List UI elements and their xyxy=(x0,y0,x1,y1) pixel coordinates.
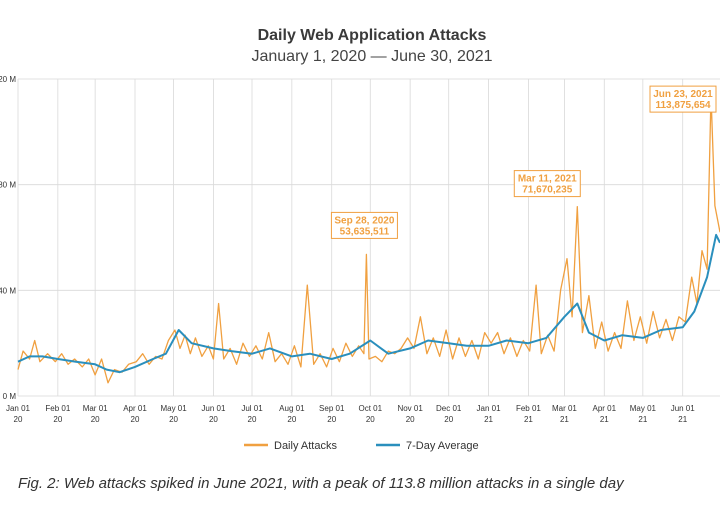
series-line-7-day-average xyxy=(17,233,720,374)
x-tick-year: 21 xyxy=(524,415,533,424)
y-axis: 0 M 40 M 80 M 120 M xyxy=(0,75,16,401)
x-tick-label: Apr 01 xyxy=(592,404,616,413)
x-tick-year: 21 xyxy=(560,415,569,424)
legend-label-average: 7-Day Average xyxy=(406,440,479,452)
chart-subtitle: January 1, 2020 — June 30, 2021 xyxy=(251,48,492,65)
x-tick-year: 20 xyxy=(287,415,296,424)
x-tick-year: 20 xyxy=(444,415,453,424)
y-tick-label: 120 M xyxy=(0,75,16,84)
x-tick-label: Dec 01 xyxy=(436,404,462,413)
x-tick-label: Apr 01 xyxy=(123,404,147,413)
chart: Daily Web Application Attacks January 1,… xyxy=(0,27,720,452)
x-tick-label: Feb 01 xyxy=(516,404,541,413)
figure-caption: Fig. 2: Web attacks spiked in June 2021,… xyxy=(18,475,624,492)
x-axis: Jan 01 20 Feb 01 20 Mar 01 20 Apr 01 20 May 01 20… xyxy=(6,404,695,424)
x-tick-year: 20 xyxy=(327,415,336,424)
x-tick-year: 21 xyxy=(638,415,647,424)
annotation-date: Sep 28, 2020 xyxy=(334,215,394,226)
x-tick-label: Nov 01 xyxy=(397,404,423,413)
annotation-value: 113,875,654 xyxy=(655,100,710,111)
annotation-value: 53,635,511 xyxy=(340,226,390,237)
x-tick-label: Jun 01 xyxy=(201,404,226,413)
x-tick-year: 20 xyxy=(131,415,140,424)
x-tick-year: 20 xyxy=(169,415,178,424)
x-tick-year: 20 xyxy=(406,415,415,424)
x-tick-year: 20 xyxy=(53,415,62,424)
x-tick-label: Jul 01 xyxy=(241,404,263,413)
series-line-daily-attacks xyxy=(17,94,720,384)
x-tick-label: Mar 01 xyxy=(83,404,108,413)
annotation-date: Jun 23, 2021 xyxy=(653,89,713,100)
x-tick-label: Aug 01 xyxy=(279,404,305,413)
y-tick-label: 40 M xyxy=(0,286,16,295)
x-tick-year: 21 xyxy=(484,415,493,424)
plot-area xyxy=(17,94,720,384)
annotation-box xyxy=(513,170,581,198)
x-tick-year: 21 xyxy=(600,415,609,424)
legend: Daily Attacks 7-Day Average xyxy=(244,440,479,452)
x-tick-label: Oct 01 xyxy=(358,404,382,413)
legend-label-daily: Daily Attacks xyxy=(274,440,337,452)
x-tick-label: May 01 xyxy=(160,404,187,413)
x-tick-label: Sep 01 xyxy=(319,404,345,413)
x-tick-label: Jun 01 xyxy=(671,404,696,413)
annotation-box xyxy=(649,85,717,113)
x-tick-year: 20 xyxy=(248,415,257,424)
chart-title: Daily Web Application Attacks xyxy=(258,27,487,44)
x-tick-label: Feb 01 xyxy=(45,404,70,413)
x-tick-label: Jan 01 xyxy=(477,404,502,413)
x-tick-year: 20 xyxy=(91,415,100,424)
y-tick-label: 80 M xyxy=(0,181,16,190)
x-tick-label: Jan 01 xyxy=(6,404,31,413)
annotation-date: Mar 11, 2021 xyxy=(518,174,577,185)
y-tick-label: 0 M xyxy=(3,392,17,401)
annotation-value: 71,670,235 xyxy=(522,185,572,196)
x-tick-year: 20 xyxy=(209,415,218,424)
annotation-box xyxy=(330,211,398,239)
x-tick-year: 20 xyxy=(366,415,375,424)
x-tick-label: Mar 01 xyxy=(552,404,577,413)
x-tick-year: 21 xyxy=(678,415,687,424)
x-tick-label: May 01 xyxy=(630,404,657,413)
x-tick-year: 20 xyxy=(14,415,23,424)
